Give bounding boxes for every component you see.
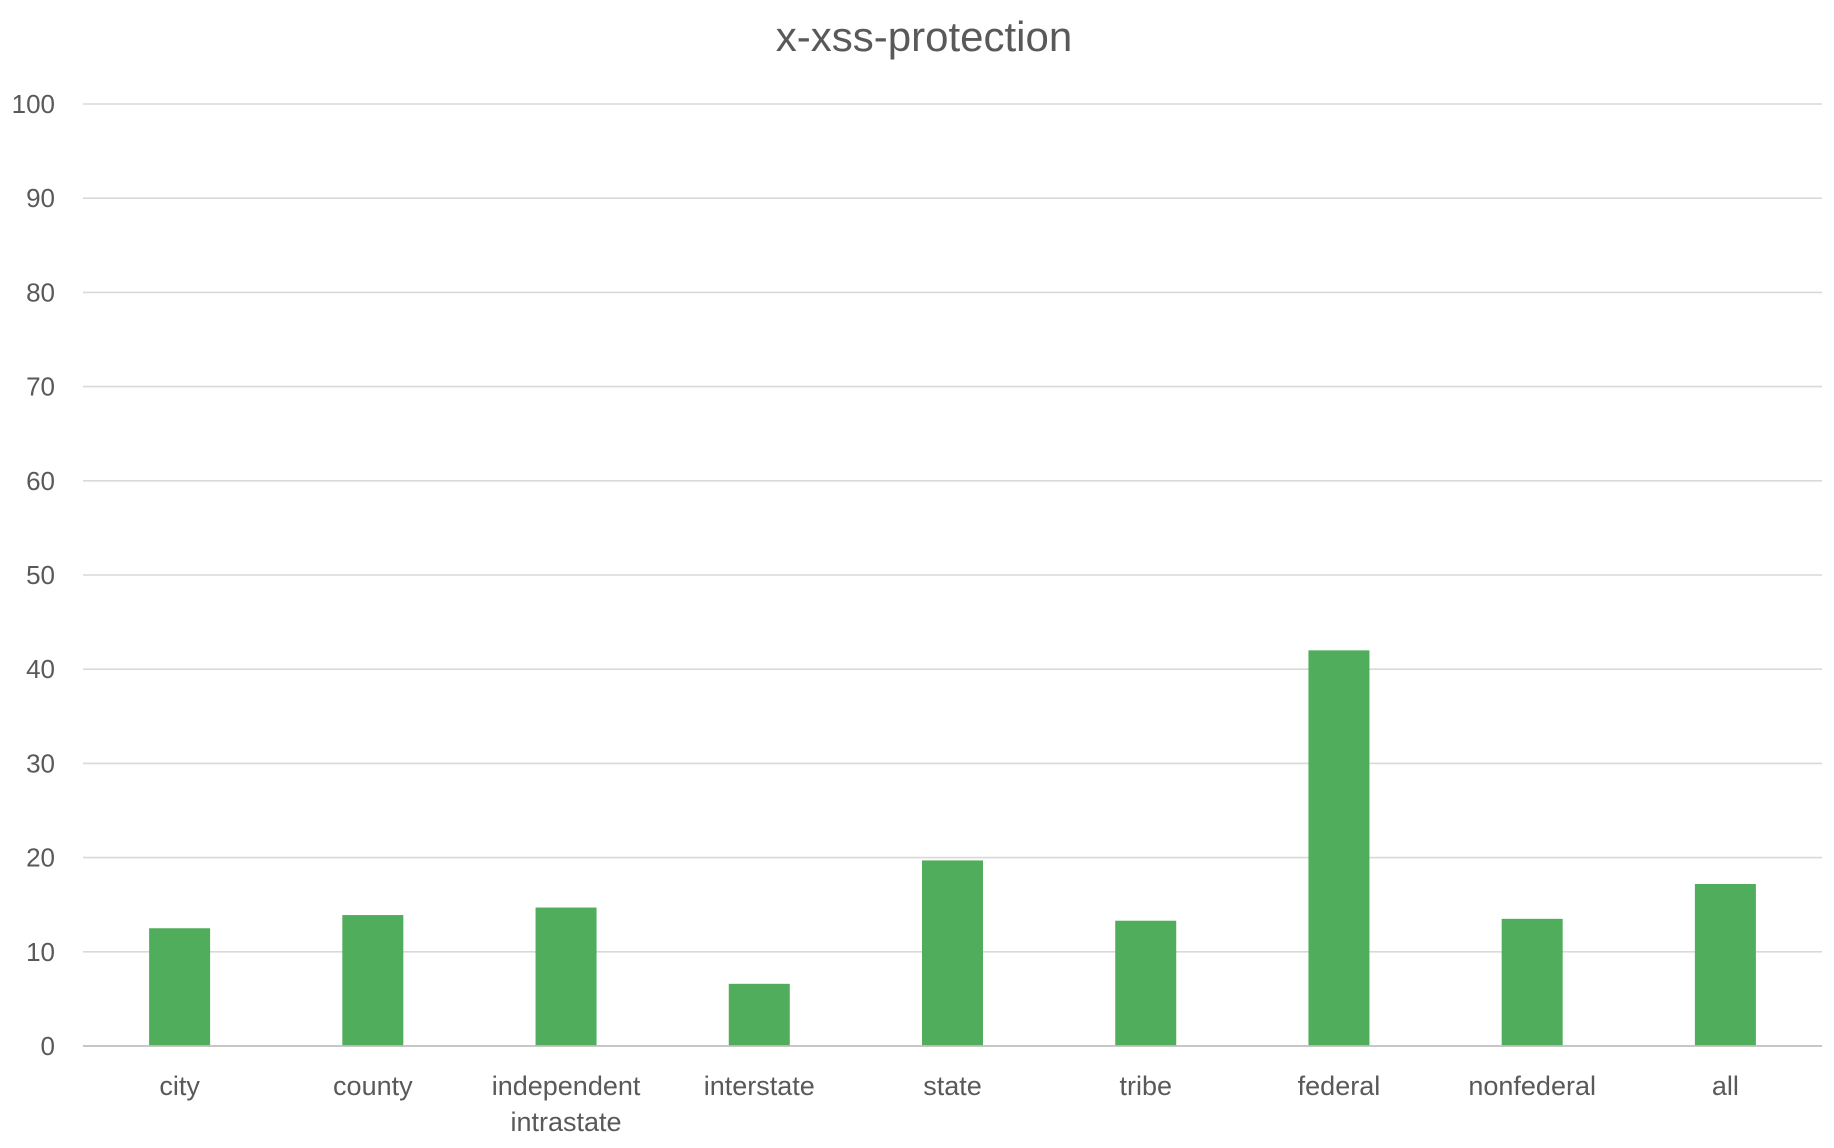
chart-title: x-xss-protection [776, 13, 1072, 60]
x-category-label: state [923, 1071, 982, 1101]
x-category-label: city [159, 1071, 200, 1101]
x-category-label: all [1712, 1071, 1739, 1101]
y-tick-label: 70 [26, 372, 55, 402]
x-category-label: tribe [1119, 1071, 1172, 1101]
x-category-label: county [333, 1071, 413, 1101]
bar [922, 860, 983, 1046]
y-tick-label: 50 [26, 560, 55, 590]
bar [1115, 920, 1177, 1046]
bar [535, 907, 597, 1046]
y-tick-label: 100 [12, 89, 55, 119]
y-tick-label: 30 [26, 748, 55, 778]
x-axis-category-labels: city county independent intrastate interstat… [159, 1071, 1739, 1137]
y-tick-label: 80 [26, 277, 55, 307]
y-tick-label: 90 [26, 183, 55, 213]
bar [1501, 918, 1563, 1046]
bar [1694, 883, 1756, 1046]
y-tick-label: 0 [41, 1031, 55, 1061]
y-tick-label: 60 [26, 466, 55, 496]
bars [149, 650, 1756, 1046]
y-tick-label: 10 [26, 937, 55, 967]
x-category-label: nonfederal [1468, 1071, 1596, 1101]
x-category-label: intrastate [511, 1107, 622, 1137]
x-category-label: federal [1298, 1071, 1381, 1101]
bar [1308, 650, 1370, 1046]
y-tick-label: 40 [26, 654, 55, 684]
x-category-label: interstate [704, 1071, 815, 1101]
gridlines [83, 103, 1822, 953]
y-axis-tick-labels: 0 10 20 30 40 50 60 70 80 90 100 [12, 89, 55, 1061]
x-category-label: independent [492, 1071, 641, 1101]
bar [342, 915, 404, 1046]
y-tick-label: 20 [26, 843, 55, 873]
bar [728, 983, 790, 1046]
bar [149, 928, 211, 1046]
